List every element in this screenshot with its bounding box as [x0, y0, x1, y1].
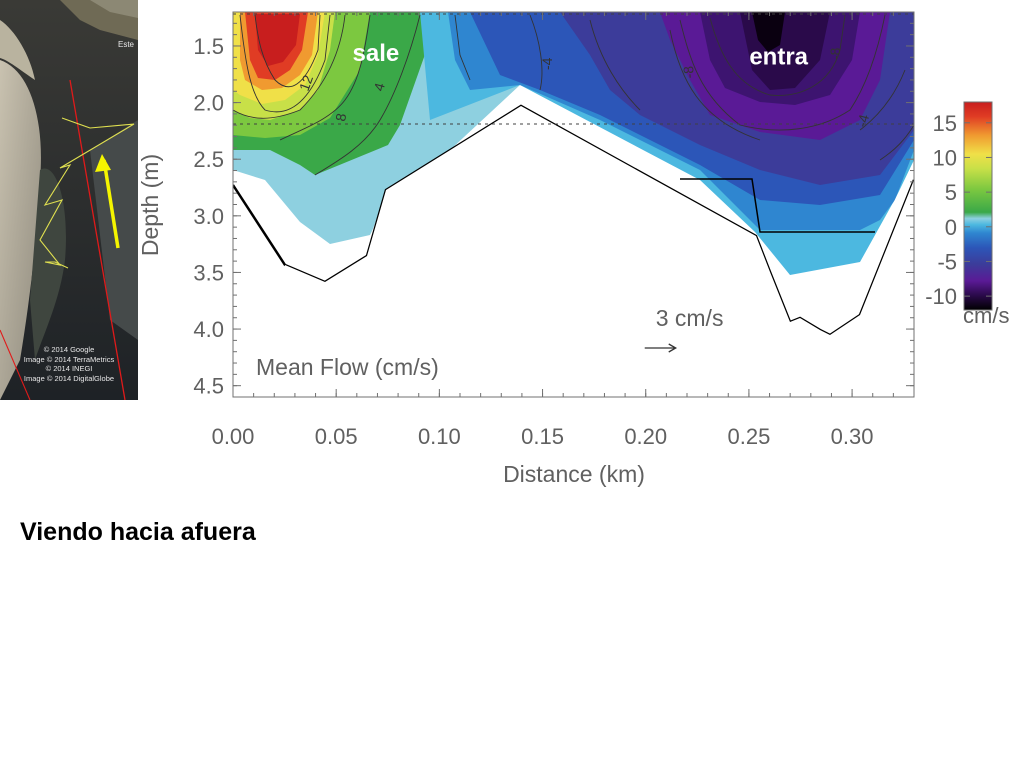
y-tick-label: 1.5	[193, 34, 224, 59]
chart-svg: 12 8 4 -4 -8 -8 -4 0.00 0.05 0.10 0.15 0.20 0…	[138, 11, 1009, 487]
colorbar-tick-label: 0	[945, 215, 957, 240]
satellite-map-drawing: Este	[0, 0, 138, 400]
y-tick-label: 3.5	[193, 260, 224, 285]
x-tick-label: 0.00	[212, 424, 255, 449]
contour-label: -8	[680, 65, 697, 79]
y-tick-label: 2.5	[193, 147, 224, 172]
x-tick-label: 0.05	[315, 424, 358, 449]
contour-label: 4	[370, 81, 388, 93]
y-tick-label: 4.5	[193, 374, 224, 399]
contour-label-group: 12 8 4 -4 -8 -8 -4	[296, 47, 872, 128]
colorbar-unit-label: cm/s	[963, 303, 1009, 328]
flow-region	[752, 12, 785, 52]
contour-label: -8	[827, 47, 843, 60]
colorbar-tick-label: 15	[933, 111, 957, 136]
colorbar-ticks: 15 10 5 0 -5 -10	[925, 111, 992, 309]
x-tick-label: 0.10	[418, 424, 461, 449]
y-axis-label: Depth (m)	[138, 154, 163, 256]
flow-field: 12 8 4 -4 -8 -8 -4	[233, 12, 914, 397]
x-axis-label: Distance (km)	[503, 461, 645, 487]
y-tick-label: 2.0	[193, 91, 224, 116]
reference-arrow-head	[668, 343, 678, 353]
contour-label: 8	[332, 112, 349, 123]
transect-line	[69, 79, 126, 400]
colorbar-tick-label: 5	[945, 180, 957, 205]
contour-lines	[233, 14, 914, 176]
flow-region	[255, 14, 300, 66]
x-tick-label: 0.25	[727, 424, 770, 449]
map-credit-line: Image © 2014 TerraMetrics	[23, 354, 115, 364]
map-place-label: Este	[118, 40, 135, 49]
colorbar	[963, 101, 993, 311]
colorbar-tick-label: 10	[933, 145, 957, 170]
mean-flow-chart: 12 8 4 -4 -8 -8 -4 0.00 0.05 0.10 0.15 0.20 0…	[138, 0, 1024, 500]
contour-label: 12	[296, 73, 316, 93]
map-credit-line: Image © 2014 DigitalGlobe	[23, 373, 115, 383]
axis-ticks	[232, 12, 914, 397]
x-tick-label: 0.20	[624, 424, 667, 449]
map-credit-line: © 2014 Google	[43, 345, 95, 354]
x-tick-labels: 0.00 0.05 0.10 0.15 0.20 0.25 0.30	[212, 424, 874, 449]
y-tick-label: 4.0	[193, 317, 224, 342]
x-tick-label: 0.15	[521, 424, 564, 449]
layer-boundary	[680, 178, 875, 233]
reference-arrow-label: 3 cm/s	[656, 305, 724, 331]
y-tick-label: 3.0	[193, 204, 224, 229]
contour-label: -4	[853, 112, 872, 128]
map-credits: © 2014 Google Image © 2014 TerraMetrics …	[0, 345, 138, 383]
colorbar-tick-label: -10	[925, 284, 957, 309]
seabed-area	[233, 106, 914, 397]
y-tick-labels: 1.5 2.0 2.5 3.0 3.5 4.0 4.5	[193, 34, 224, 399]
colorbar-tick-label: -5	[937, 249, 957, 274]
boat-track-line	[39, 117, 135, 269]
map-credit-line: © 2014 INEGI	[45, 364, 93, 373]
reference-arrow-icon	[644, 343, 678, 353]
annotation-entra: entra	[749, 44, 808, 71]
contour-label: -4	[539, 57, 555, 70]
annotation-sale: sale	[353, 40, 400, 67]
x-tick-label: 0.30	[831, 424, 874, 449]
slide-caption: Viendo hacia afuera	[20, 518, 256, 546]
satellite-map-image: Este © 2014 Google Image © 2014 TerraMet…	[0, 0, 138, 400]
direction-arrow-icon	[102, 159, 120, 249]
panel-label: Mean Flow (cm/s)	[256, 354, 439, 380]
